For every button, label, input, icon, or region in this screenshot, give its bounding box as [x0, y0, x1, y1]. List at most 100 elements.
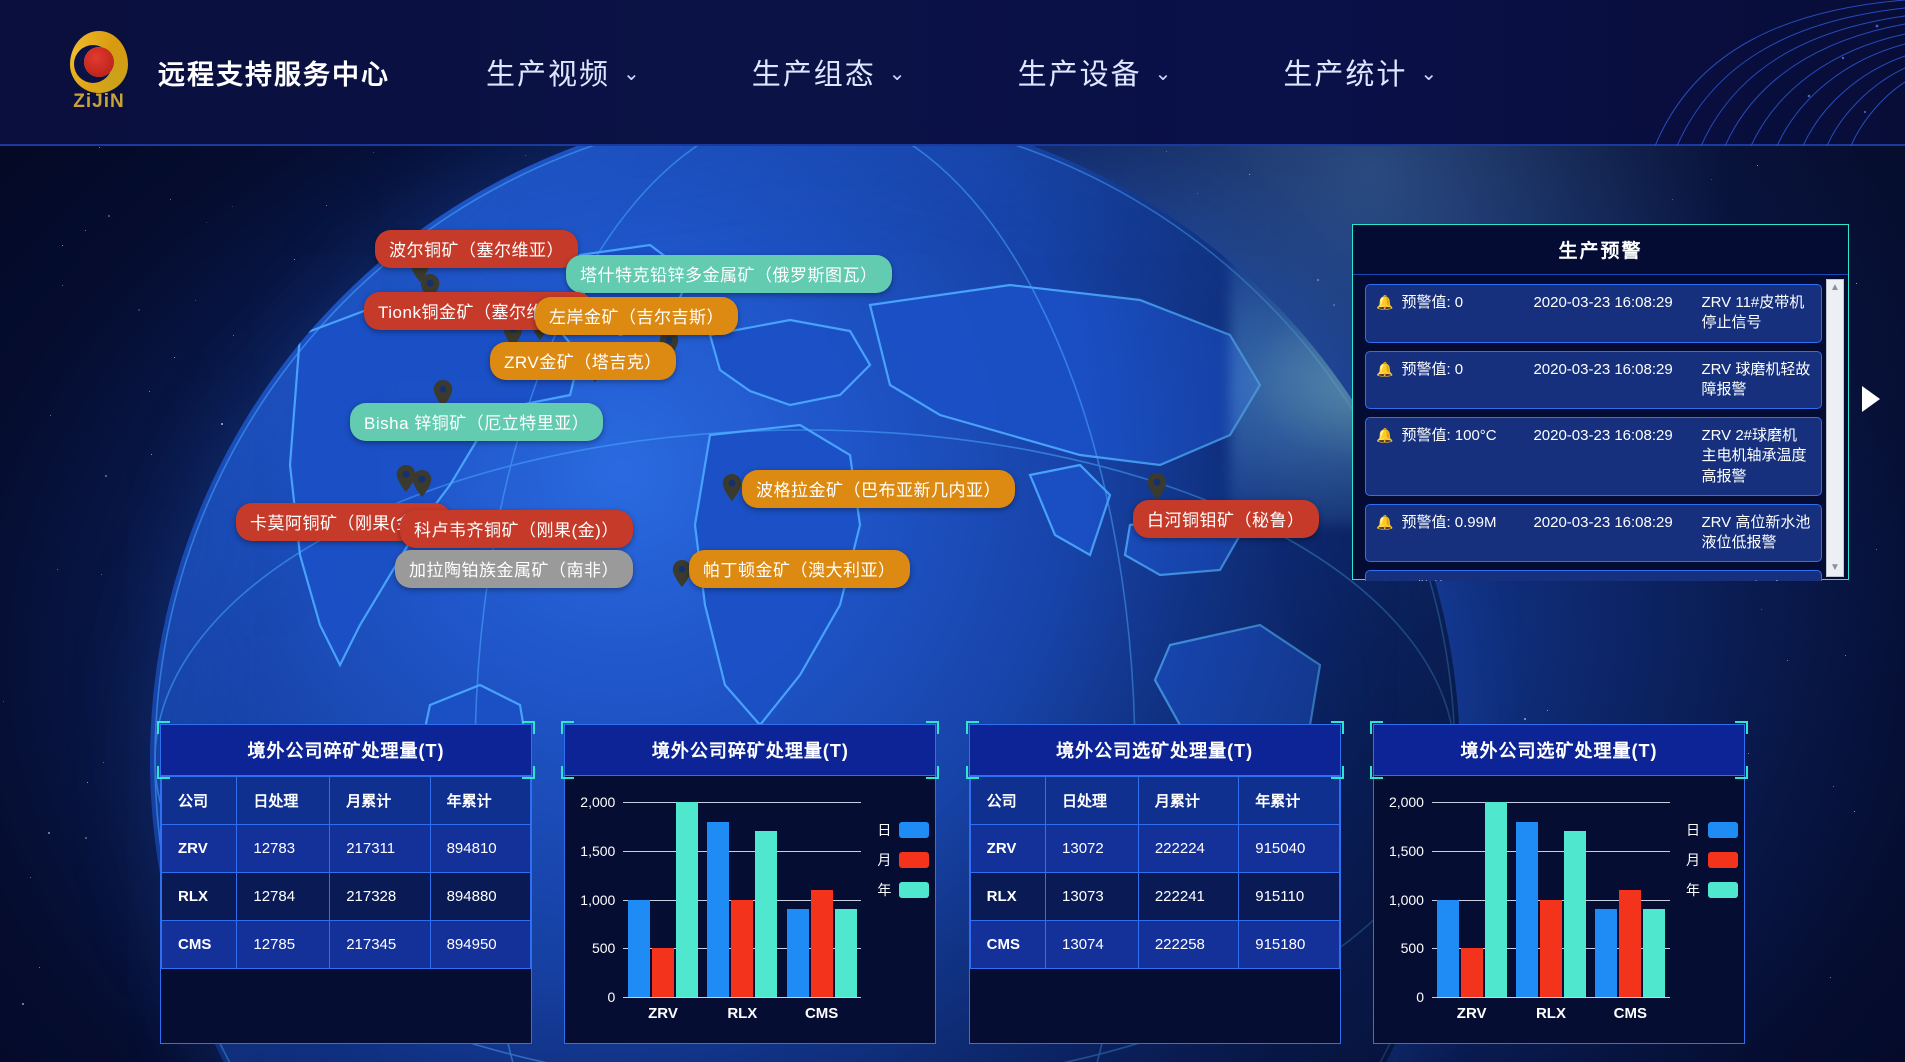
- star: [1832, 786, 1834, 788]
- table-cell: CMS: [160, 920, 238, 969]
- map-site-label[interactable]: 科卢韦齐铜矿（刚果(金)）: [400, 510, 633, 548]
- alert-row[interactable]: 🔔 预警值: 0 2020-03-23 16:08:29 ZRV 球磨机轻故障报警: [1365, 350, 1822, 409]
- map-site-label[interactable]: 白河铜钼矿（秘鲁）: [1133, 500, 1319, 538]
- stat-panel-2: 境外公司碎矿处理量(T) 0 500 1,000 1,500 2,000 ZRV RLX CMS…: [561, 721, 940, 1044]
- chart-y-tick-label: 1,000: [580, 891, 616, 908]
- alert-row[interactable]: 🔔 预警值: 0.99M 2020-03-23 16:08:29 ZRV 高位新水池液…: [1365, 503, 1822, 563]
- star: [294, 258, 296, 260]
- alert-row[interactable]: 🔔 预警值: 60°C 2020-03-23 16:08:29 ZRV 2#细碎圆锥破…: [1365, 570, 1822, 581]
- alert-timestamp: 2020-03-23 16:08:29: [1533, 513, 1673, 531]
- table-cell: 915110: [1238, 872, 1340, 921]
- chart-y-tick-label: 1,500: [580, 842, 616, 859]
- chart-gridline: [623, 850, 862, 852]
- star: [232, 335, 234, 337]
- nav-item-1[interactable]: 生产视频 ⌄: [486, 51, 642, 93]
- nav-item-3[interactable]: 生产设备 ⌄: [1018, 51, 1174, 93]
- panel-corner-accent: [157, 766, 170, 779]
- alert-message: ZRV 2#球磨机主电机轴承温度高报警: [1701, 427, 1807, 485]
- nav-item-4[interactable]: 生产统计 ⌄: [1283, 51, 1439, 93]
- table-empty-area: [161, 969, 531, 1031]
- panel-body: 公司 日处理 月累计 年累计 ZRV 13072 222224 915040 RLX 13073 2…: [968, 776, 1341, 1044]
- map-pin-icon[interactable]: [396, 465, 416, 492]
- alert-timestamp: 2020-03-23 16:08:29: [1533, 579, 1693, 581]
- table-row[interactable]: CMS 13074 222258 915180: [969, 920, 1340, 969]
- map-site-label[interactable]: 帕丁顿金矿（澳大利亚）: [689, 550, 910, 588]
- table-cell: 12784: [236, 872, 331, 921]
- stat-panel-1: 境外公司碎矿处理量(T) 公司 日处理 月累计 年累计 ZRV 12783 217311 894…: [157, 721, 535, 1044]
- star: [1853, 811, 1855, 813]
- panel-corner-accent: [522, 766, 535, 779]
- chart-legend-item[interactable]: 年: [877, 880, 930, 900]
- chart-legend-item[interactable]: 日: [1686, 820, 1738, 840]
- table-row[interactable]: ZRV 13072 222224 915040: [969, 824, 1340, 873]
- table-column-header: 公司: [969, 776, 1047, 825]
- next-panel-arrow-icon[interactable]: [1862, 386, 1880, 412]
- star: [1876, 549, 1878, 551]
- star: [1787, 659, 1789, 661]
- table-row[interactable]: RLX 13073 222241 915110: [969, 872, 1340, 921]
- map-pin-icon[interactable]: [722, 474, 742, 501]
- alert-row[interactable]: 🔔 预警值: 100°C 2020-03-23 16:08:29 ZRV 2#球磨机主…: [1365, 417, 1822, 496]
- map-site-label[interactable]: ZRV金矿（塔吉克）: [490, 342, 676, 380]
- star: [1672, 198, 1674, 200]
- table-cell: 12785: [236, 920, 331, 969]
- map-site-label[interactable]: 左岸金矿（吉尔吉斯）: [535, 297, 738, 335]
- table-row[interactable]: RLX 12784 217328 894880: [160, 872, 532, 921]
- bar-chart: 0 500 1,000 1,500 2,000 ZRV RLX CMS 日月年: [1374, 776, 1744, 1043]
- map-site-label[interactable]: 波尔铜矿（塞尔维亚）: [375, 230, 578, 268]
- panel-title: 境外公司碎矿处理量(T): [157, 721, 535, 779]
- star: [1524, 717, 1527, 720]
- alert-timestamp: 2020-03-23 16:08:29: [1533, 427, 1673, 444]
- map-pin-icon[interactable]: [1147, 473, 1167, 500]
- chart-x-tick-label: ZRV: [648, 1005, 678, 1022]
- alert-list[interactable]: 🔔 预警值: 0 2020-03-23 16:08:29 ZRV 11#皮带机停止信号…: [1353, 275, 1848, 581]
- map-site-label[interactable]: 波格拉金矿（巴布亚新几内亚）: [742, 470, 1015, 508]
- chart-legend: 日月年: [1686, 820, 1738, 910]
- table-cell: 12783: [236, 824, 331, 873]
- panel-corner-accent: [1369, 766, 1383, 779]
- map-site-label[interactable]: 加拉陶铂族金属矿（南非）: [395, 550, 633, 588]
- alert-row[interactable]: 🔔 预警值: 0 2020-03-23 16:08:29 ZRV 11#皮带机停止信号: [1365, 284, 1822, 343]
- chart-y-tick-label: 1,000: [1388, 891, 1424, 908]
- chart-legend-item[interactable]: 月: [1686, 850, 1738, 870]
- chart-y-tick-label: 500: [591, 940, 616, 957]
- header-fiber-decoration: [1265, 0, 1905, 146]
- chart-bar: [1484, 802, 1507, 997]
- chart-y-tick-label: 2,000: [1388, 794, 1424, 810]
- star: [1196, 193, 1198, 195]
- chart-legend-item[interactable]: 年: [1686, 880, 1738, 900]
- nav-item-2[interactable]: 生产组态 ⌄: [752, 51, 908, 93]
- map-pin-icon[interactable]: [433, 380, 453, 407]
- chart-legend-item[interactable]: 月: [877, 850, 930, 870]
- panel-title: 境外公司选矿处理量(T): [1369, 721, 1748, 779]
- table-column-header: 年累计: [1238, 776, 1340, 825]
- table-row[interactable]: ZRV 12783 217311 894810: [160, 824, 532, 873]
- map-site-label[interactable]: Bisha 锌铜矿（厄立特里亚）: [350, 403, 604, 441]
- panel-corner-accent: [1734, 766, 1748, 779]
- chevron-down-icon: ⌄: [623, 63, 642, 85]
- panel-corner-accent: [926, 721, 940, 734]
- map-site-label[interactable]: 塔什特克铅锌多金属矿（俄罗斯图瓦）: [566, 255, 892, 293]
- star: [1711, 179, 1713, 181]
- scroll-down-icon[interactable]: ▼: [1830, 562, 1840, 573]
- star: [232, 205, 234, 207]
- chart-x-tick-label: CMS: [1613, 1005, 1647, 1022]
- alert-threshold-value: 预警值: 100°C: [1401, 427, 1497, 444]
- table-cell: 915040: [1238, 824, 1340, 873]
- star: [102, 761, 104, 763]
- panel-title: 境外公司碎矿处理量(T): [561, 721, 940, 779]
- table-row[interactable]: CMS 12785 217345 894950: [160, 920, 532, 969]
- page-title: 远程支持服务中心: [158, 59, 390, 90]
- chart-legend-item[interactable]: 日: [877, 820, 930, 840]
- table-cell: 894880: [429, 872, 532, 921]
- map-pin-icon[interactable]: [412, 470, 432, 497]
- alert-scrollbar[interactable]: ▲ ▼: [1826, 279, 1844, 577]
- chart-gridline: [1431, 802, 1670, 803]
- panel-body: 公司 日处理 月累计 年累计 ZRV 12783 217311 894810 RLX 12784 2…: [160, 776, 532, 1044]
- chart-legend-swatch: [1707, 882, 1738, 898]
- scroll-up-icon[interactable]: ▲: [1830, 282, 1840, 293]
- star: [1830, 977, 1832, 979]
- chart-bar-group: RLX: [1511, 802, 1590, 1022]
- map-pin-icon[interactable]: [672, 560, 692, 587]
- alert-message: ZRV 2#细碎圆锥破油箱温度高: [1701, 579, 1811, 581]
